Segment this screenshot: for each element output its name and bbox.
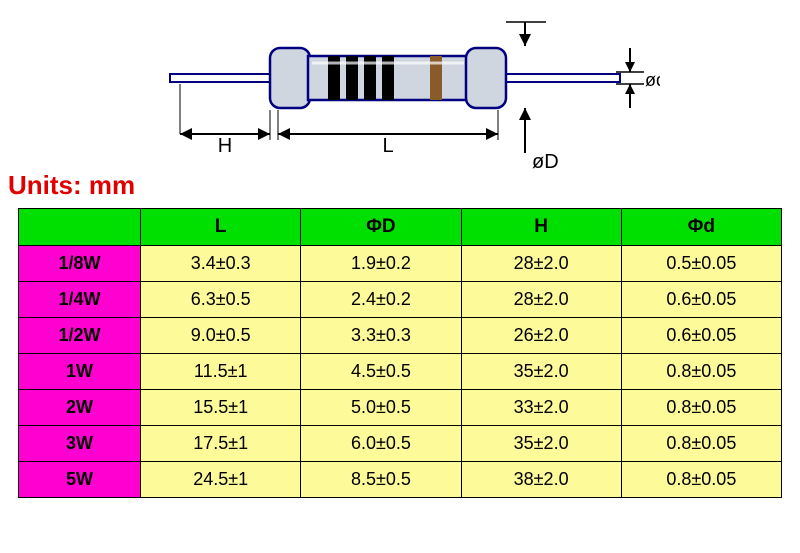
table-header-row: L ΦD H Φd [19,209,782,246]
cell: 28±2.0 [461,282,621,318]
resistor-svg: H L øD ød [140,8,660,173]
cell: 35±2.0 [461,354,621,390]
table-row: 3W 17.5±1 6.0±0.5 35±2.0 0.8±0.05 [19,426,782,462]
col-header-L: L [141,209,301,246]
table-row: 1/8W 3.4±0.3 1.9±0.2 28±2.0 0.5±0.05 [19,246,782,282]
cell: 0.8±0.05 [621,462,781,498]
col-header-phid: Φd [621,209,781,246]
cell: 0.8±0.05 [621,354,781,390]
cell: 38±2.0 [461,462,621,498]
cell: 24.5±1 [141,462,301,498]
cell: 0.6±0.05 [621,282,781,318]
cell: 35±2.0 [461,426,621,462]
cell: 0.8±0.05 [621,426,781,462]
table-body: 1/8W 3.4±0.3 1.9±0.2 28±2.0 0.5±0.05 1/4… [19,246,782,498]
col-header-H: H [461,209,621,246]
cell: 8.5±0.5 [301,462,461,498]
cell: 11.5±1 [141,354,301,390]
row-label: 5W [19,462,141,498]
cell: 9.0±0.5 [141,318,301,354]
dimensions-table-wrap: L ΦD H Φd 1/8W 3.4±0.3 1.9±0.2 28±2.0 0.… [18,208,782,498]
table-row: 5W 24.5±1 8.5±0.5 38±2.0 0.8±0.05 [19,462,782,498]
row-label: 1W [19,354,141,390]
cell: 28±2.0 [461,246,621,282]
cell: 5.0±0.5 [301,390,461,426]
dimensions-table: L ΦD H Φd 1/8W 3.4±0.3 1.9±0.2 28±2.0 0.… [18,208,782,498]
row-label: 2W [19,390,141,426]
dim-label-L: L [382,135,393,157]
cell: 2.4±0.2 [301,282,461,318]
table-row: 1/4W 6.3±0.5 2.4±0.2 28±2.0 0.6±0.05 [19,282,782,318]
cell: 4.5±0.5 [301,354,461,390]
dim-label-phiD: øD [532,151,559,173]
col-header-blank [19,209,141,246]
table-row: 2W 15.5±1 5.0±0.5 33±2.0 0.8±0.05 [19,390,782,426]
cell: 15.5±1 [141,390,301,426]
dim-label-H: H [218,135,232,157]
table-row: 1W 11.5±1 4.5±0.5 35±2.0 0.8±0.05 [19,354,782,390]
table-row: 1/2W 9.0±0.5 3.3±0.3 26±2.0 0.6±0.05 [19,318,782,354]
cell: 6.0±0.5 [301,426,461,462]
row-label: 1/2W [19,318,141,354]
dim-label-phid: ød [645,70,660,90]
row-label: 1/8W [19,246,141,282]
units-label: Units: mm [8,170,135,201]
cell: 3.4±0.3 [141,246,301,282]
resistor-diagram: H L øD ød [0,0,800,170]
row-label: 3W [19,426,141,462]
cell: 1.9±0.2 [301,246,461,282]
cell: 0.5±0.05 [621,246,781,282]
cell: 26±2.0 [461,318,621,354]
cell: 0.8±0.05 [621,390,781,426]
cell: 33±2.0 [461,390,621,426]
cell: 0.6±0.05 [621,318,781,354]
row-label: 1/4W [19,282,141,318]
cell: 17.5±1 [141,426,301,462]
col-header-phiD: ΦD [301,209,461,246]
cell: 3.3±0.3 [301,318,461,354]
cell: 6.3±0.5 [141,282,301,318]
